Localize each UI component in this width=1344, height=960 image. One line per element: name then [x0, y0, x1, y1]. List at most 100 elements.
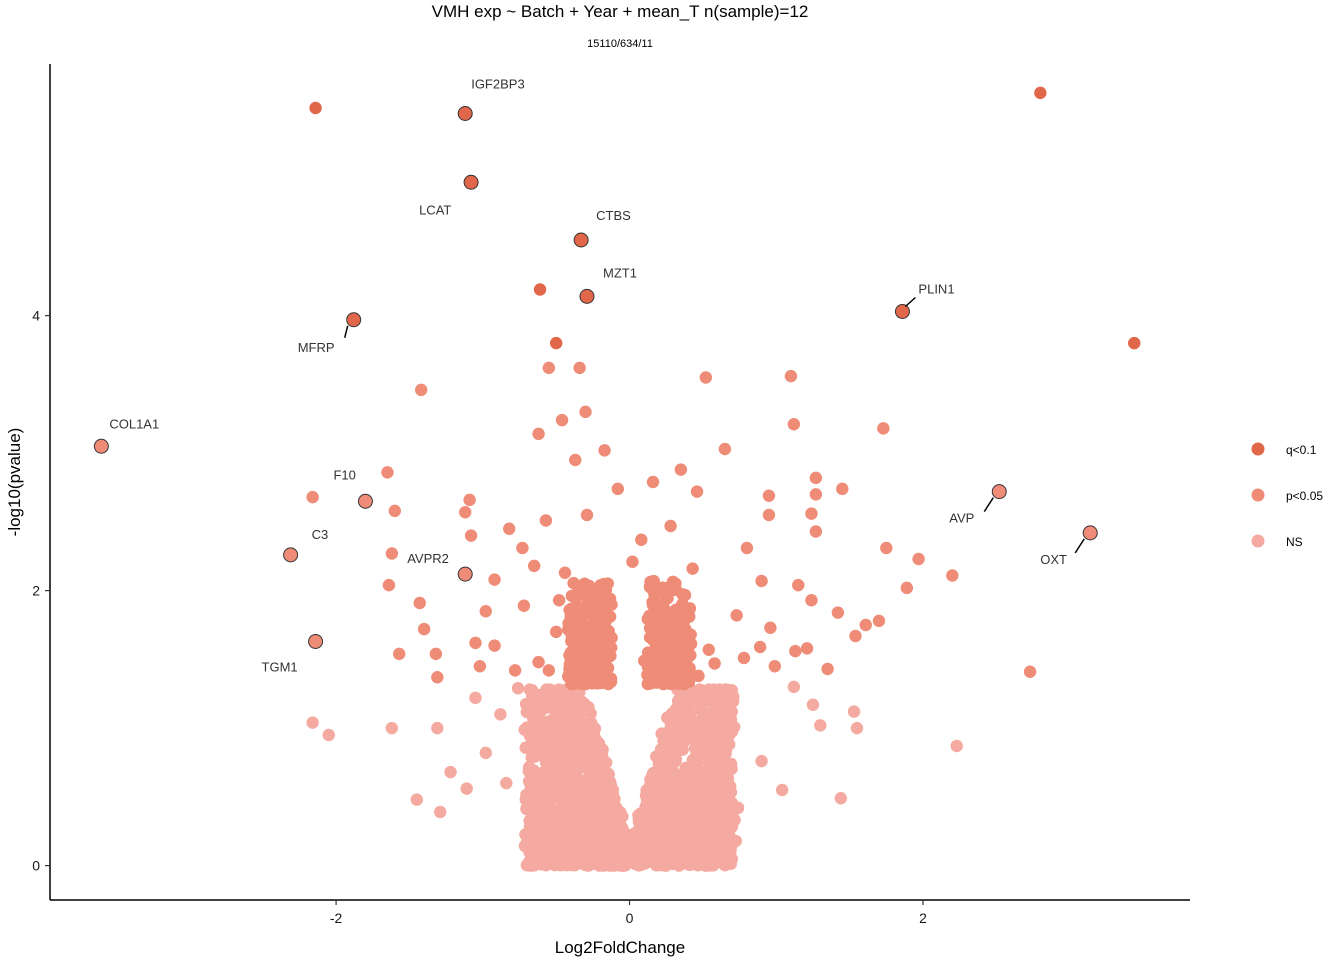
- ns-density-point: [692, 805, 705, 818]
- data-point: [834, 792, 848, 805]
- ns-density-point: [670, 809, 683, 823]
- legend: q<0.1 p<0.05 NS: [1251, 442, 1323, 549]
- data-point: [730, 609, 743, 622]
- ns-density-point: [651, 823, 664, 836]
- ns-density-point: [575, 824, 588, 837]
- ns-density-point: [531, 794, 545, 807]
- data-point: [517, 599, 531, 612]
- data-point: [569, 453, 582, 467]
- data-point: [463, 174, 479, 190]
- ns-density-point: [723, 840, 737, 853]
- p005-density-point: [591, 677, 604, 690]
- ns-density-point: [683, 712, 696, 726]
- data-point: [93, 438, 109, 454]
- data-point: [520, 801, 534, 815]
- axis-ticks: -2 0 2 0 2 4: [32, 308, 927, 926]
- p005-density-point: [644, 664, 658, 678]
- p005-density-point: [661, 669, 675, 682]
- ns-density-point: [714, 704, 727, 718]
- data-point: [664, 519, 677, 533]
- data-point: [283, 547, 299, 563]
- data-point: [527, 559, 541, 573]
- data-point: [309, 101, 322, 115]
- ns-density-point: [705, 760, 718, 773]
- data-points: [93, 86, 1141, 872]
- data-point: [306, 490, 319, 504]
- data-point: [667, 639, 680, 652]
- y-tick-label: 0: [32, 858, 40, 874]
- ns-density-point: [668, 711, 681, 724]
- ns-density-point: [530, 809, 544, 823]
- ns-density-point: [541, 745, 554, 758]
- data-point: [598, 444, 611, 457]
- data-point: [1023, 665, 1037, 678]
- data-point: [762, 508, 776, 522]
- ns-density-point: [616, 841, 630, 855]
- p005-density-point: [578, 588, 591, 602]
- data-point: [784, 369, 798, 383]
- data-point: [444, 765, 457, 779]
- ns-density-point: [559, 858, 573, 872]
- legend-key: [1251, 442, 1265, 456]
- p005-density-point: [582, 579, 596, 593]
- data-point: [308, 634, 324, 649]
- p005-density-point: [684, 637, 698, 650]
- gene-labels: IGF2BP3 LCAT CTBS MZT1 PLIN1 MFRP COL1A1 F10 AVP…: [109, 77, 1085, 675]
- data-point: [762, 489, 776, 502]
- data-point: [457, 106, 473, 121]
- data-point: [388, 504, 401, 518]
- gene-label: PLIN1: [918, 282, 954, 297]
- gene-label: CTBS: [596, 208, 631, 223]
- ns-density-point: [646, 833, 659, 846]
- ns-density-point: [652, 758, 666, 771]
- data-point: [539, 514, 553, 527]
- data-point: [991, 484, 1007, 500]
- data-point: [775, 783, 789, 797]
- legend-label: q<0.1: [1286, 443, 1317, 457]
- gene-label: MZT1: [603, 265, 637, 280]
- ns-density-point: [596, 743, 609, 756]
- p005-density-point: [647, 574, 660, 588]
- data-point: [555, 413, 569, 427]
- ns-density-point: [524, 785, 537, 798]
- ns-density-point: [661, 787, 675, 801]
- data-point: [579, 288, 595, 304]
- ns-density-point: [606, 840, 620, 854]
- ns-density-point: [602, 792, 615, 805]
- data-point: [417, 622, 431, 636]
- data-point: [488, 573, 501, 586]
- ns-density-point: [518, 723, 531, 736]
- data-point: [464, 529, 478, 542]
- data-point: [460, 782, 473, 795]
- p005-density-point: [567, 576, 580, 590]
- ns-density-point: [552, 714, 566, 727]
- data-point: [533, 283, 547, 296]
- ns-density-point: [700, 824, 714, 837]
- data-point: [549, 625, 563, 639]
- ns-density-point: [690, 747, 703, 761]
- data-point: [714, 834, 727, 848]
- x-tick-label: 0: [626, 910, 634, 926]
- data-point: [385, 547, 399, 560]
- data-point: [591, 848, 604, 861]
- data-point: [646, 475, 660, 489]
- ns-density-point: [567, 718, 580, 732]
- ns-density-point: [693, 683, 706, 696]
- ns-density-point: [545, 733, 559, 746]
- ns-density-point: [595, 783, 608, 796]
- data-point: [900, 581, 914, 595]
- gene-label: OXT: [1040, 552, 1067, 567]
- ns-density-point: [721, 766, 734, 779]
- data-point: [643, 631, 657, 644]
- data-point: [413, 596, 426, 610]
- gene-label: TGM1: [262, 660, 298, 675]
- data-point: [635, 533, 648, 546]
- data-point: [382, 578, 396, 592]
- y-tick-label: 4: [32, 308, 40, 324]
- data-point: [850, 721, 864, 735]
- ns-density-point: [535, 702, 548, 716]
- p005-density-point: [661, 582, 674, 595]
- p005-density-point: [565, 602, 578, 615]
- data-point: [809, 488, 823, 501]
- data-point: [579, 642, 592, 655]
